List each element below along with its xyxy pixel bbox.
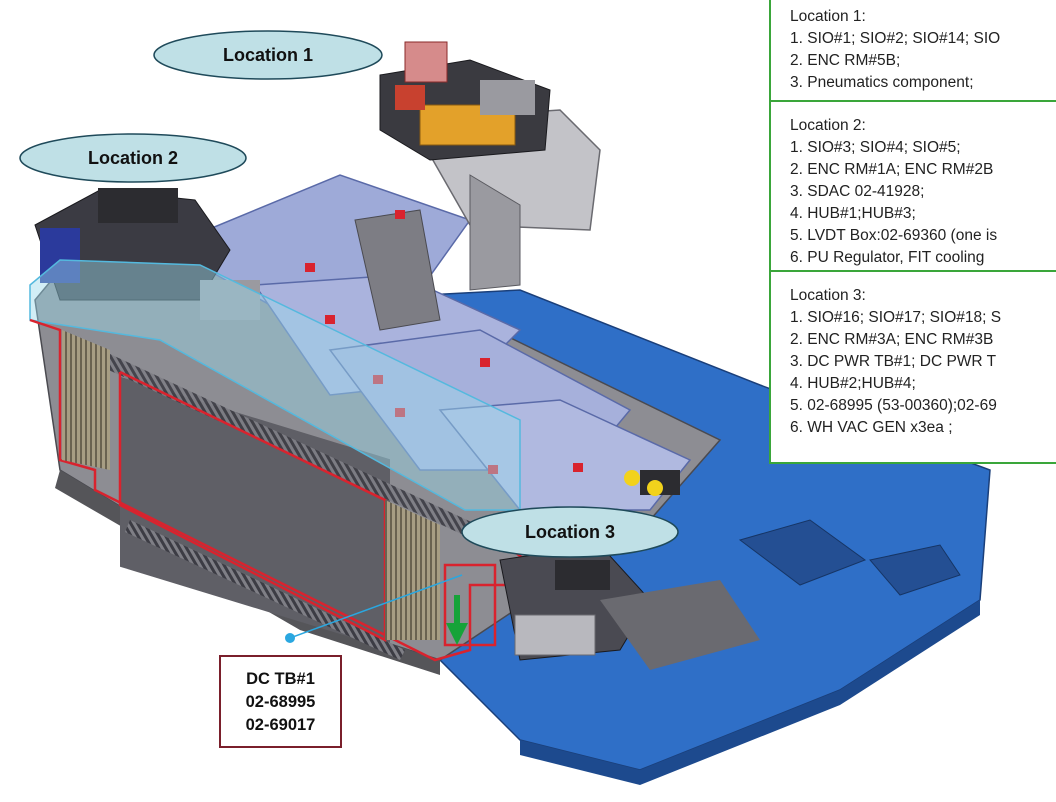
location-2-info-title: Location 2: [790,117,866,134]
left-card-rack [62,330,110,470]
location-2-callout-bubble [19,133,247,183]
location-3-info: Location 3: 1. SIO#16; SIO#17; SIO#18; S… [771,270,1056,462]
dc-tb-part-number: 02-68995 [245,693,316,711]
right-card-rack [385,500,440,640]
location-3-info-title: Location 3: [790,287,866,304]
location-2-item: 1. SIO#3; SIO#4; SIO#5; [790,139,961,156]
location-1-components [379,41,551,161]
bolts [305,210,583,474]
location-2-item: 5. LVDT Box:02-69360 (one is [790,227,998,244]
location-3-components [499,470,760,670]
location-3-item: 1. SIO#16; SIO#17; SIO#18; S [790,309,1002,326]
location-3-item: 4. HUB#2;HUB#4; [790,375,916,392]
location-3-item: 3. DC PWR TB#1; DC PWR T [790,353,997,370]
location-2-components [34,188,260,320]
rail-comb [70,340,510,552]
lower-comb [125,520,405,660]
location-2-item: 4. HUB#1;HUB#3; [790,205,916,222]
dc-leader-dot [285,633,295,643]
dc-tb-part-number: 02-69017 [245,716,316,734]
location-1-info-title: Location 1: [790,8,866,25]
location-3-label: Location 3 [524,522,615,542]
location-info-panel: Location 1: 1. SIO#1; SIO#2; SIO#14; SIO… [769,0,1056,464]
location-2-label: Location 2 [87,148,178,168]
location-3-item: 5. 02-68995 (53-00360);02-69 [790,397,997,414]
dc-tb-label-box: DC TB#1 02-68995 02-69017 [219,655,342,748]
location-2-item: 3. SDAC 02-41928; [790,183,925,200]
location-2-item: 2. ENC RM#1A; ENC RM#2B [790,161,994,178]
location-1-item: 3. Pneumatics component; [790,74,974,91]
location-2-info: Location 2: 1. SIO#3; SIO#4; SIO#5; 2. E… [771,100,1056,270]
location-1-label: Location 1 [222,45,313,65]
location-1-callout-bubble [153,30,383,80]
location-3-item: 2. ENC RM#3A; ENC RM#3B [790,331,994,348]
green-down-arrow [446,595,468,645]
dc-leader-line [289,574,463,639]
location-1-info: Location 1: 1. SIO#1; SIO#2; SIO#14; SIO… [771,0,1056,100]
location-3-callout-bubble [461,506,679,558]
dc-tb-name: DC TB#1 [246,670,315,688]
location-1-item: 2. ENC RM#5B; [790,52,901,69]
location-2-item: 6. PU Regulator, FIT cooling [790,249,985,266]
location-1-item: 1. SIO#1; SIO#2; SIO#14; SIO [790,30,1001,47]
location-3-item: 6. WH VAC GEN x3ea ; [790,419,953,436]
